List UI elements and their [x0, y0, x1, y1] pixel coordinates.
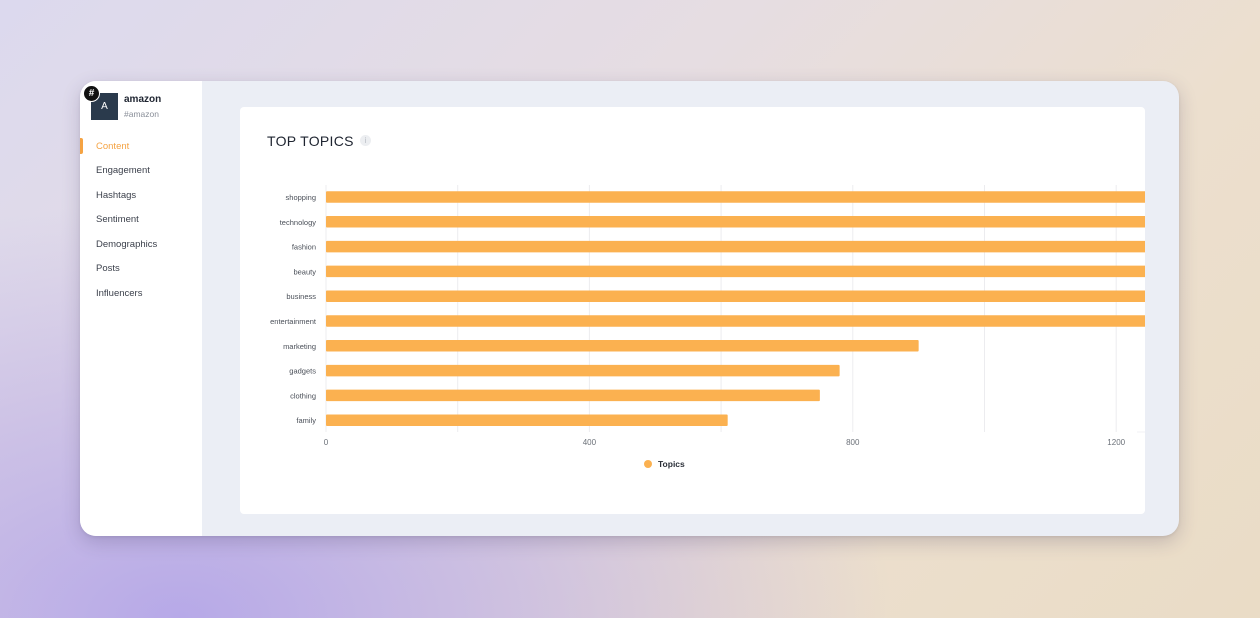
category-label: entertainment: [270, 317, 317, 326]
bar: [326, 265, 1145, 278]
account-name: amazon: [124, 94, 162, 105]
x-tick-label: 400: [583, 438, 597, 447]
sidebar-item-influencers[interactable]: Influencers: [96, 288, 143, 299]
bar: [326, 290, 1145, 302]
card-title: TOP TOPICS: [267, 133, 354, 149]
legend-swatch: [644, 460, 652, 468]
sidebar-item-sentiment[interactable]: Sentiment: [96, 214, 139, 225]
sidebar-item-hashtags[interactable]: Hashtags: [96, 190, 137, 201]
legend-label: Topics: [658, 459, 685, 469]
sidebar-item-demographics[interactable]: Demographics: [96, 239, 158, 250]
category-label: marketing: [283, 342, 316, 351]
x-tick-label: 0: [324, 438, 329, 447]
x-tick-label: 1200: [1107, 438, 1125, 447]
category-label: fashion: [292, 243, 316, 252]
bar: [326, 315, 1145, 327]
sidebar: A # amazon #amazon Content Engagement Ha…: [80, 81, 202, 536]
app-window: A # amazon #amazon Content Engagement Ha…: [80, 81, 1179, 536]
top-topics-chart: 04008001200160020002400280(shoppingtechn…: [270, 185, 1145, 469]
badge-text: #: [88, 88, 95, 99]
category-label: clothing: [290, 391, 316, 400]
top-topics-card: TOP TOPICS i 04008001200160020002400280(…: [240, 107, 1145, 514]
bar: [326, 191, 1145, 203]
bar: [326, 364, 840, 377]
x-tick-label: 800: [846, 438, 860, 447]
account-handle: #amazon: [124, 109, 159, 119]
category-label: family: [296, 416, 316, 425]
bar: [326, 414, 728, 426]
sidebar-item-engagement[interactable]: Engagement: [96, 165, 150, 176]
category-label: technology: [280, 218, 317, 227]
bar: [326, 389, 820, 402]
active-nav-indicator: [80, 138, 83, 154]
category-label: beauty: [293, 267, 316, 276]
category-label: shopping: [286, 193, 316, 202]
hashtag-badge-icon: #: [83, 85, 100, 102]
bar: [326, 216, 1145, 228]
sidebar-item-posts[interactable]: Posts: [96, 263, 120, 274]
category-label: gadgets: [289, 367, 316, 376]
avatar-letter: A: [101, 101, 108, 112]
sidebar-item-content[interactable]: Content: [96, 141, 130, 152]
bar: [326, 240, 1145, 253]
info-icon[interactable]: i: [360, 135, 371, 146]
category-label: business: [286, 292, 316, 301]
bar: [326, 340, 919, 352]
